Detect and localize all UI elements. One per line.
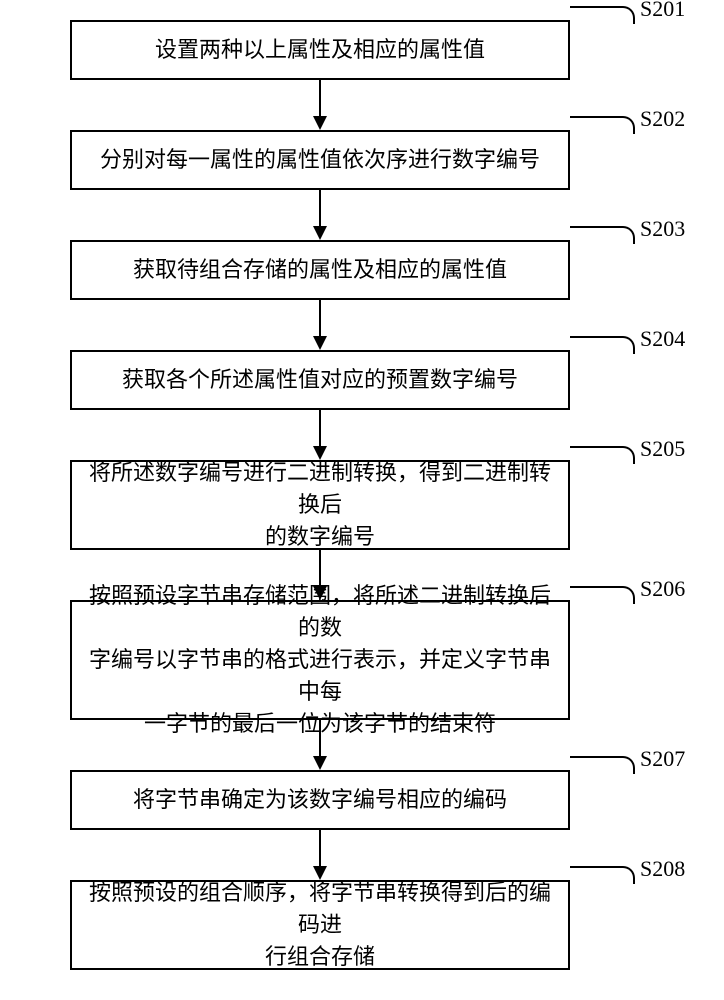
leader-s208 xyxy=(570,866,635,884)
step-text-s205: 将所述数字编号进行二进制转换，得到二进制转换后 的数字编号 xyxy=(82,457,558,553)
flowchart-canvas: 设置两种以上属性及相应的属性值 S201 分别对每一属性的属性值依次序进行数字编号 S… xyxy=(0,0,724,1000)
step-box-s201: 设置两种以上属性及相应的属性值 xyxy=(70,20,570,80)
arrow-head-0 xyxy=(313,116,327,130)
arrow-line-6 xyxy=(319,830,321,866)
step-label-s203: S203 xyxy=(640,216,685,242)
leader-s207 xyxy=(570,756,635,774)
leader-s206 xyxy=(570,586,635,604)
step-text-s207: 将字节串确定为该数字编号相应的编码 xyxy=(133,784,507,816)
leader-s201 xyxy=(570,6,635,24)
step-label-s208: S208 xyxy=(640,856,685,882)
step-text-s204: 获取各个所述属性值对应的预置数字编号 xyxy=(122,364,518,396)
step-box-s206: 按照预设字节串存储范围，将所述二进制转换后的数 字编号以字节串的格式进行表示，并… xyxy=(70,600,570,720)
step-label-s206: S206 xyxy=(640,576,685,602)
arrow-line-0 xyxy=(319,80,321,116)
step-label-s201: S201 xyxy=(640,0,685,22)
step-label-s204: S204 xyxy=(640,326,685,352)
step-text-s202: 分别对每一属性的属性值依次序进行数字编号 xyxy=(100,144,540,176)
arrow-head-5 xyxy=(313,756,327,770)
step-text-s203: 获取待组合存储的属性及相应的属性值 xyxy=(133,254,507,286)
leader-s204 xyxy=(570,336,635,354)
step-text-s206: 按照预设字节串存储范围，将所述二进制转换后的数 字编号以字节串的格式进行表示，并… xyxy=(82,580,558,739)
step-box-s208: 按照预设的组合顺序，将字节串转换得到后的编码进 行组合存储 xyxy=(70,880,570,970)
arrow-line-5 xyxy=(319,720,321,756)
arrow-head-1 xyxy=(313,226,327,240)
step-box-s204: 获取各个所述属性值对应的预置数字编号 xyxy=(70,350,570,410)
arrow-head-2 xyxy=(313,336,327,350)
arrow-line-3 xyxy=(319,410,321,446)
leader-s203 xyxy=(570,226,635,244)
step-box-s207: 将字节串确定为该数字编号相应的编码 xyxy=(70,770,570,830)
step-text-s201: 设置两种以上属性及相应的属性值 xyxy=(155,34,485,66)
leader-s205 xyxy=(570,446,635,464)
step-box-s203: 获取待组合存储的属性及相应的属性值 xyxy=(70,240,570,300)
step-box-s202: 分别对每一属性的属性值依次序进行数字编号 xyxy=(70,130,570,190)
step-label-s207: S207 xyxy=(640,746,685,772)
step-label-s202: S202 xyxy=(640,106,685,132)
leader-s202 xyxy=(570,116,635,134)
arrow-line-2 xyxy=(319,300,321,336)
step-text-s208: 按照预设的组合顺序，将字节串转换得到后的编码进 行组合存储 xyxy=(82,877,558,973)
step-label-s205: S205 xyxy=(640,436,685,462)
step-box-s205: 将所述数字编号进行二进制转换，得到二进制转换后 的数字编号 xyxy=(70,460,570,550)
arrow-line-1 xyxy=(319,190,321,226)
